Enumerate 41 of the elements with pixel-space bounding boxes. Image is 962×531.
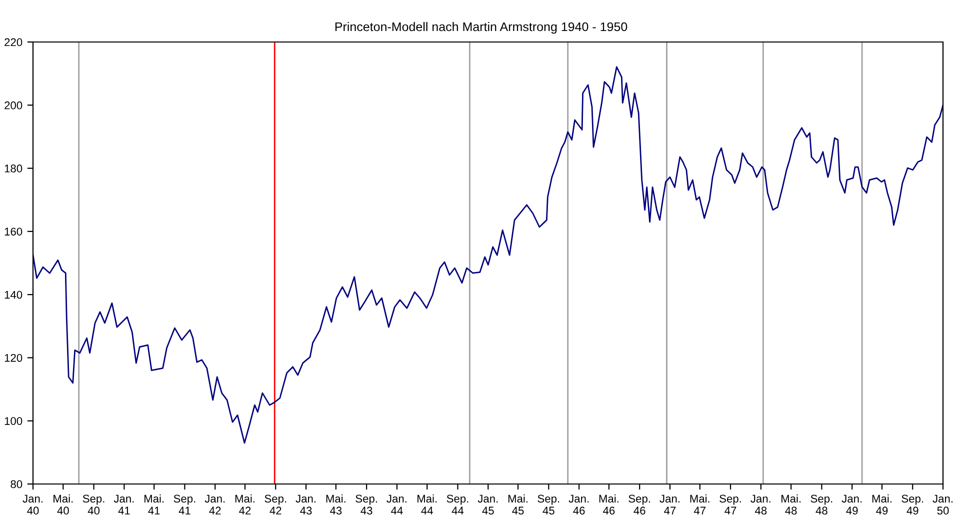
line-series — [33, 66, 943, 444]
y-tick-label: 140 — [4, 290, 22, 299]
x-tick-label: Jan. 44 — [386, 494, 406, 514]
x-tick-label: Jan. 45 — [478, 494, 498, 515]
x-tick-label: Mai. 41 — [144, 494, 164, 514]
x-tick-label: Mai. 42 — [235, 494, 254, 514]
x-tick-label: Jan. 41 — [114, 494, 134, 514]
y-tick-label: 120 — [4, 354, 22, 362]
x-tick-label: Mai. 44 — [418, 494, 437, 514]
x-tick-label: Mai. 47 — [690, 494, 710, 514]
x-tick-label: Jan. 46 — [568, 494, 589, 515]
x-tick-label: Mai. 45 — [508, 494, 528, 515]
x-tick-label: Sep. 46 — [628, 494, 650, 515]
x-tick-label: Jan. 48 — [750, 494, 770, 515]
x-tick-label: Sep. 40 — [82, 494, 104, 515]
chart-title: Princeton-Modell nach Martin Armstrong 1940 - 1950 — [335, 22, 628, 34]
x-tick-label: Jan. 43 — [296, 494, 316, 515]
x-tick-label: Mai. 49 — [872, 494, 892, 515]
x-tick-label: Mai. 43 — [326, 494, 346, 515]
x-tick-label: Sep. 41 — [174, 494, 196, 514]
x-tick-label: Jan. 49 — [842, 494, 862, 515]
y-tick-label: 180 — [4, 164, 22, 172]
y-tick-label: 80 — [10, 480, 22, 488]
x-tick-label: Jan. 40 — [22, 494, 42, 515]
x-tick-label: Jan. 50 — [932, 494, 952, 515]
y-tick-label: 220 — [4, 38, 22, 46]
y-tick-label: 160 — [4, 228, 22, 236]
x-tick-label: Sep. 48 — [810, 494, 832, 515]
x-tick-label: Jan. 42 — [204, 494, 225, 514]
y-tick-label: 100 — [4, 417, 22, 425]
x-tick-label: Sep. 47 — [720, 494, 741, 514]
x-tick-label: Sep. 44 — [446, 494, 468, 514]
x-tick-label: Sep. 43 — [356, 494, 377, 515]
x-tick-label: Sep. 45 — [538, 494, 560, 515]
x-tick-label: Mai. 48 — [781, 494, 801, 515]
x-tick-label: Mai. 46 — [599, 494, 618, 515]
x-tick-label: Sep. 42 — [264, 494, 286, 514]
x-tick-label: Mai. 40 — [54, 494, 73, 515]
x-tick-label: Jan. 47 — [660, 494, 680, 514]
x-tick-label: Sep. 49 — [902, 494, 924, 515]
y-tick-label: 200 — [4, 101, 22, 110]
